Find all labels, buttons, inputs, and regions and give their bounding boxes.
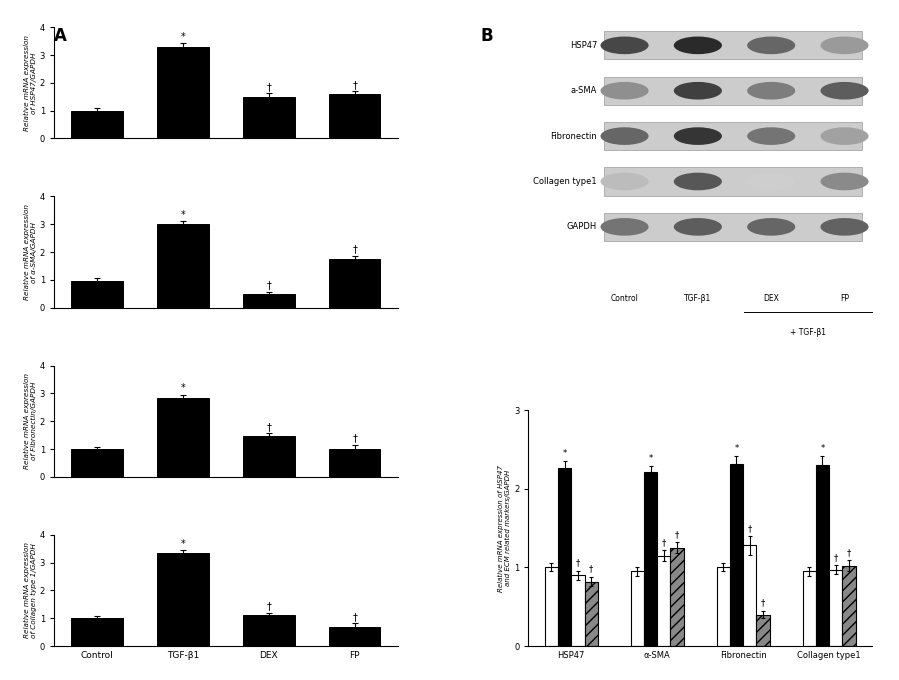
Ellipse shape: [821, 82, 868, 99]
Y-axis label: Relative mRNA expression of HSP47
and ECM related markers/GAPDH: Relative mRNA expression of HSP47 and EC…: [498, 464, 512, 592]
Bar: [743, 545, 756, 646]
Text: †: †: [833, 553, 838, 562]
Bar: [756, 615, 770, 646]
Y-axis label: Relative mRNA expression
of Fibronectin/GAPDH: Relative mRNA expression of Fibronectin/…: [23, 373, 37, 469]
Bar: [558, 468, 571, 646]
Bar: [644, 471, 657, 646]
Text: †: †: [352, 612, 357, 622]
Text: *: *: [181, 210, 185, 220]
Text: GAPDH: GAPDH: [566, 222, 597, 231]
Ellipse shape: [601, 218, 648, 236]
Ellipse shape: [601, 37, 648, 54]
Bar: [243, 294, 295, 307]
Text: †: †: [352, 433, 357, 443]
Bar: [657, 556, 671, 646]
Ellipse shape: [821, 173, 868, 190]
Bar: [157, 553, 209, 646]
Text: Control: Control: [610, 294, 638, 303]
Text: †: †: [266, 280, 271, 290]
Text: *: *: [181, 539, 185, 549]
Bar: [803, 571, 815, 646]
Text: Fibronectin: Fibronectin: [550, 132, 597, 141]
Bar: [829, 570, 842, 646]
Bar: [545, 567, 558, 646]
Text: Collagen type1: Collagen type1: [533, 177, 597, 186]
Bar: [157, 398, 209, 477]
Text: DEX: DEX: [763, 294, 779, 303]
Text: *: *: [820, 443, 824, 453]
Bar: [584, 581, 598, 646]
Bar: [842, 566, 856, 646]
Text: †: †: [266, 601, 271, 611]
FancyBboxPatch shape: [604, 31, 862, 59]
Text: †: †: [352, 244, 357, 254]
Text: FP: FP: [840, 294, 849, 303]
FancyBboxPatch shape: [604, 77, 862, 105]
Y-axis label: Relative mRNA expression
of α-SMA/GAPDH: Relative mRNA expression of α-SMA/GAPDH: [23, 204, 37, 300]
Ellipse shape: [821, 37, 868, 54]
Ellipse shape: [747, 173, 796, 190]
Text: †: †: [266, 422, 271, 432]
Ellipse shape: [747, 218, 796, 236]
Ellipse shape: [674, 173, 722, 190]
Ellipse shape: [674, 37, 722, 54]
Text: †: †: [662, 538, 666, 547]
Ellipse shape: [601, 82, 648, 99]
Bar: [243, 615, 295, 646]
Ellipse shape: [747, 127, 796, 145]
Bar: [730, 464, 743, 646]
Text: B: B: [481, 27, 494, 45]
Ellipse shape: [674, 82, 722, 99]
Text: + TGF-β1: + TGF-β1: [790, 328, 826, 337]
Text: TGF-β1: TGF-β1: [684, 294, 711, 303]
Text: *: *: [181, 384, 185, 393]
Text: *: *: [563, 449, 566, 458]
Bar: [243, 97, 295, 139]
Bar: [571, 575, 584, 646]
FancyBboxPatch shape: [604, 122, 862, 150]
Ellipse shape: [601, 173, 648, 190]
Ellipse shape: [821, 218, 868, 236]
Text: †: †: [748, 524, 752, 533]
Text: †: †: [575, 558, 580, 567]
Bar: [815, 465, 829, 646]
Bar: [329, 449, 380, 477]
Bar: [329, 626, 380, 646]
Text: HSP47: HSP47: [570, 41, 597, 50]
Bar: [630, 571, 644, 646]
Bar: [671, 548, 684, 646]
Bar: [329, 94, 380, 139]
Ellipse shape: [747, 37, 796, 54]
Ellipse shape: [601, 127, 648, 145]
FancyBboxPatch shape: [604, 167, 862, 196]
Text: †: †: [589, 564, 593, 574]
Ellipse shape: [747, 82, 796, 99]
Ellipse shape: [674, 127, 722, 145]
Ellipse shape: [821, 127, 868, 145]
Text: a-SMA: a-SMA: [571, 86, 597, 95]
Text: †: †: [847, 548, 851, 557]
Text: †: †: [761, 598, 765, 607]
Bar: [329, 259, 380, 307]
Text: A: A: [54, 27, 67, 45]
Bar: [157, 224, 209, 307]
Y-axis label: Relative mRNA expression
of HSP47/GAPDH: Relative mRNA expression of HSP47/GAPDH: [23, 35, 37, 131]
FancyBboxPatch shape: [604, 213, 862, 241]
Text: *: *: [181, 32, 185, 42]
Bar: [243, 437, 295, 477]
Bar: [71, 282, 122, 307]
Bar: [71, 111, 122, 139]
Bar: [717, 567, 730, 646]
Text: *: *: [734, 443, 739, 453]
Text: †: †: [266, 82, 271, 92]
Bar: [157, 47, 209, 139]
Ellipse shape: [674, 218, 722, 236]
Bar: [71, 449, 122, 477]
Text: †: †: [352, 80, 357, 90]
Text: *: *: [648, 454, 653, 463]
Bar: [71, 618, 122, 646]
Y-axis label: Relative mRNA expression
of Collagen type 1/GAPDH: Relative mRNA expression of Collagen typ…: [23, 543, 37, 639]
Text: †: †: [675, 530, 680, 539]
